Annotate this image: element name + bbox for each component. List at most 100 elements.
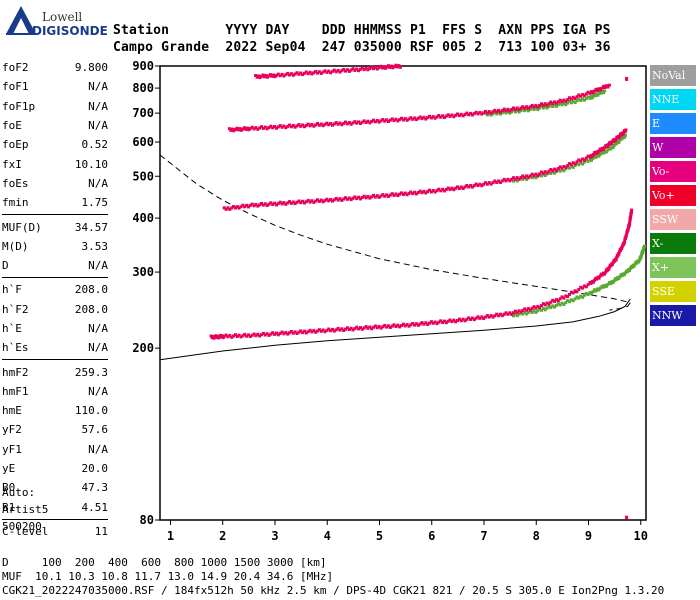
x-trace-point: [586, 95, 590, 99]
o-trace-point: [264, 74, 268, 77]
o-trace-point: [541, 302, 545, 306]
o-trace-point: [582, 158, 586, 162]
o-trace-point: [254, 334, 258, 338]
o-trace-point: [416, 323, 420, 327]
o-trace-point: [360, 66, 364, 70]
o-trace-point: [284, 126, 288, 130]
o-trace-point: [364, 325, 368, 329]
x-trace-point: [515, 314, 519, 318]
o-trace-point: [254, 202, 258, 206]
param-row: fmin 1.75: [2, 193, 108, 212]
x-trace-point: [582, 293, 586, 297]
o-trace-point: [338, 70, 342, 74]
o-trace-point: [467, 316, 471, 320]
param-row: yE 20.0: [2, 459, 108, 478]
x-trace-point: [512, 179, 515, 183]
o-trace-point: [411, 322, 415, 325]
o-trace-point: [508, 311, 512, 315]
o-trace-point: [513, 309, 517, 313]
o-trace-point: [359, 326, 362, 330]
x-tick-label: 7: [480, 529, 487, 543]
o-trace-point: [450, 113, 454, 117]
o-trace-point: [381, 325, 385, 329]
o-trace-point: [586, 154, 590, 158]
o-trace-point: [446, 113, 450, 117]
x-trace-point: [489, 113, 493, 117]
o-trace-point: [484, 109, 487, 113]
o-trace-point: [566, 295, 570, 299]
o-trace-point: [310, 72, 314, 76]
o-trace-point: [342, 121, 346, 125]
x-trace-point: [579, 294, 583, 298]
o-trace-point: [541, 171, 545, 175]
x-trace-point: [581, 295, 585, 299]
o-trace-point: [385, 325, 389, 329]
x-trace-point: [612, 279, 616, 283]
o-trace-point: [265, 204, 269, 207]
o-trace-point: [446, 186, 450, 190]
o-trace-point: [257, 74, 261, 78]
o-trace-point: [263, 333, 267, 337]
o-trace-point: [595, 277, 599, 281]
o-trace-point: [620, 244, 624, 248]
x-trace-point: [632, 264, 636, 268]
o-trace-point: [603, 86, 607, 89]
o-trace-point: [426, 323, 430, 326]
o-trace-point: [332, 329, 336, 333]
o-trace-point: [463, 185, 467, 189]
o-trace-point: [551, 298, 555, 302]
o-trace-point: [388, 193, 392, 197]
o-trace-point: [370, 120, 374, 123]
param-row: fxI 10.10: [2, 154, 108, 173]
x-trace-point: [521, 107, 525, 111]
o-trace-point: [317, 328, 321, 332]
o-trace-point: [459, 112, 463, 116]
o-trace-point: [617, 136, 621, 139]
x-trace-point: [534, 176, 538, 180]
o-trace-point: [317, 199, 321, 203]
o-trace-point: [239, 205, 243, 209]
o-trace-point: [613, 139, 617, 143]
o-trace-point: [297, 123, 301, 127]
footer-distance-row: D 100 200 400 600 800 1000 1500 3000 [km…: [2, 556, 327, 569]
o-trace-point: [543, 102, 547, 106]
o-trace-point: [306, 72, 310, 76]
o-trace-point: [381, 193, 385, 197]
o-trace-point: [596, 89, 599, 92]
o-trace-point: [256, 204, 260, 208]
o-trace-point: [540, 170, 543, 174]
o-trace-point: [265, 127, 269, 131]
o-trace-point: [308, 328, 312, 332]
x-trace-point: [609, 147, 613, 151]
x-trace-point: [611, 146, 615, 149]
o-trace-point: [362, 68, 366, 72]
o-trace-point: [591, 153, 595, 156]
o-trace-point: [575, 95, 579, 99]
x-trace-point: [594, 155, 598, 159]
o-trace-point: [289, 72, 293, 76]
o-trace-point: [381, 118, 385, 121]
o-trace-point: [232, 334, 235, 338]
o-trace-point: [484, 181, 487, 185]
o-trace-point: [454, 113, 458, 117]
x-trace-point: [545, 306, 549, 310]
x-trace-point: [521, 177, 525, 181]
o-trace-point: [584, 285, 588, 289]
o-trace-point: [397, 64, 401, 68]
o-trace-point: [450, 186, 454, 190]
o-trace-point: [472, 112, 476, 116]
x-trace-point: [596, 93, 600, 97]
o-trace-point: [600, 86, 604, 90]
y-tick-label: 300: [132, 265, 154, 279]
x-trace-point: [551, 105, 555, 108]
o-trace-point: [235, 335, 239, 338]
o-trace-point: [480, 315, 484, 319]
x-trace-point: [615, 142, 618, 146]
o-trace-point: [607, 267, 611, 271]
o-trace-point: [407, 117, 411, 121]
x-trace-point: [620, 137, 624, 141]
x-trace-point: [525, 107, 529, 111]
param-value: 0.52: [81, 138, 109, 152]
o-trace-point: [340, 123, 344, 127]
o-trace-point: [319, 71, 323, 75]
